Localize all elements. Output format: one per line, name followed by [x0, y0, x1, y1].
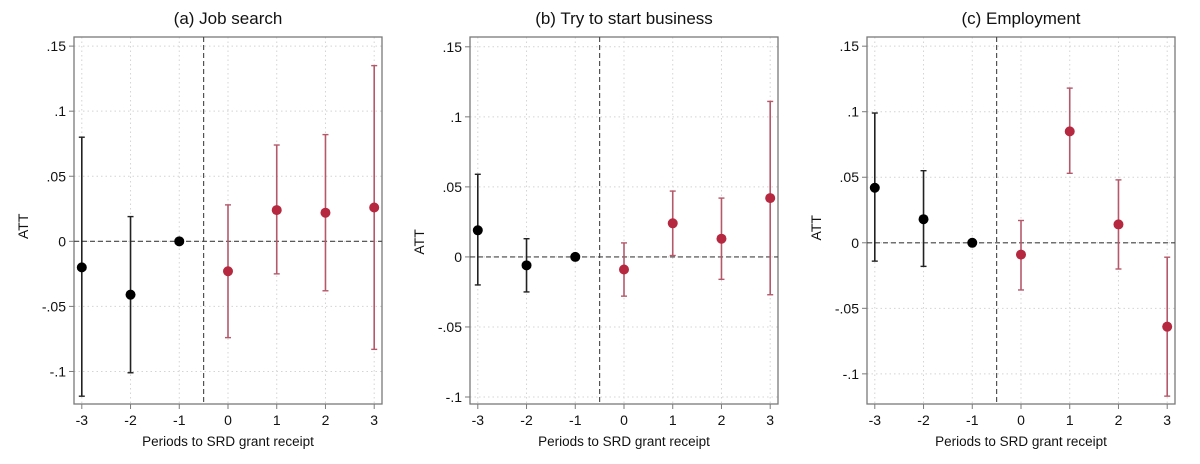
point-estimate-marker [521, 260, 532, 271]
point-estimate-marker [369, 202, 380, 213]
point-estimate-marker [869, 182, 880, 193]
y-tick-label: 0 [851, 235, 859, 251]
point-estimate-marker [223, 266, 233, 277]
y-tick-label: -.1 [843, 366, 860, 382]
post-treatment-series [223, 64, 380, 351]
x-axis-label: Periods to SRD grant receipt [142, 434, 314, 449]
point-estimate-marker [125, 289, 136, 300]
y-tick-label: -.1 [50, 363, 67, 379]
x-tick-label: 1 [1066, 412, 1074, 428]
y-tick-label: .1 [450, 109, 462, 125]
y-tick-label: -.05 [835, 300, 859, 316]
y-tick-label: -.1 [446, 389, 463, 405]
chart-panel-3: (c) Employment .15 .1 .05 0 -.05 -.1 -3 -2 -1 0 1 2 3… [808, 9, 1176, 449]
point-estimate-marker [76, 262, 87, 273]
x-tick-label: 2 [718, 412, 726, 428]
chart-title: (b) Try to start business [535, 9, 713, 28]
chart-title: (c) Employment [961, 9, 1080, 28]
x-tick-label: 1 [273, 412, 281, 428]
point-estimate-marker [619, 264, 629, 275]
point-estimate-marker [765, 193, 776, 204]
y-tick-label: 0 [58, 233, 66, 249]
x-tick-label: 0 [1017, 412, 1025, 428]
point-estimate-marker [918, 214, 929, 225]
y-tick-label: .1 [847, 104, 859, 120]
x-tick-label: -2 [520, 412, 533, 428]
chart-title: (a) Job search [174, 9, 283, 28]
y-tick-label: -.05 [42, 298, 66, 314]
post-treatment-series [1016, 87, 1173, 397]
point-estimate-marker [570, 251, 581, 262]
chart-panel-2: (b) Try to start business .15 .1 .05 0 -.05 -.… [411, 9, 779, 449]
x-tick-label: -2 [124, 412, 137, 428]
x-tick-label: -1 [966, 412, 979, 428]
point-estimate-marker [174, 236, 185, 247]
x-tick-label: -3 [472, 412, 485, 428]
point-estimate-marker [967, 237, 978, 248]
point-estimate-marker [1064, 126, 1075, 137]
x-tick-label: -1 [569, 412, 582, 428]
x-axis-label: Periods to SRD grant receipt [538, 434, 710, 449]
y-tick-label: .15 [47, 38, 67, 54]
x-tick-label: -1 [173, 412, 186, 428]
x-tick-label: -3 [869, 412, 882, 428]
x-tick-label: 2 [322, 412, 330, 428]
x-tick-label: 0 [224, 412, 232, 428]
point-estimate-marker [1162, 321, 1173, 332]
pre-treatment-series [472, 173, 581, 293]
y-tick-label: .1 [54, 103, 66, 119]
pre-treatment-series [869, 112, 978, 268]
x-tick-label: 3 [766, 412, 774, 428]
point-estimate-marker [472, 225, 483, 236]
point-estimate-marker [1016, 249, 1026, 260]
y-axis-label: ATT [808, 215, 824, 241]
x-axis-label: Periods to SRD grant receipt [935, 434, 1107, 449]
x-tick-label: -2 [917, 412, 930, 428]
y-tick-label: .15 [443, 39, 463, 55]
x-tick-label: 0 [620, 412, 628, 428]
y-tick-label: .05 [443, 179, 463, 195]
y-tick-label: .05 [47, 168, 67, 184]
y-tick-label: 0 [454, 249, 462, 265]
x-tick-label: -3 [76, 412, 89, 428]
x-tick-label: 3 [1163, 412, 1171, 428]
pre-treatment-series [76, 136, 185, 397]
y-tick-label: .05 [840, 169, 860, 185]
x-tick-label: 3 [370, 412, 378, 428]
y-tick-label: .15 [840, 38, 860, 54]
point-estimate-marker [716, 233, 727, 244]
y-tick-label: -.05 [438, 319, 462, 335]
y-axis-label: ATT [15, 213, 31, 239]
point-estimate-marker [667, 218, 678, 229]
point-estimate-marker [1113, 219, 1124, 230]
post-treatment-series [619, 100, 776, 297]
chart-panel-1: (a) Job search .15 .1 .05 0 -.05 -.1 -3 -2 -1 0 1 2 3… [15, 9, 383, 449]
x-tick-label: 1 [669, 412, 677, 428]
y-axis-label: ATT [411, 229, 427, 255]
x-tick-label: 2 [1115, 412, 1123, 428]
point-estimate-marker [320, 207, 331, 218]
point-estimate-marker [271, 205, 282, 216]
grid-lines [470, 37, 778, 404]
